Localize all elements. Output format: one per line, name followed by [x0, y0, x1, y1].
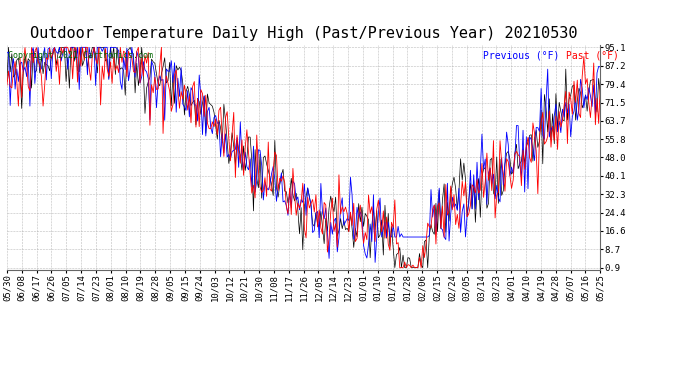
Text: Copyright 2021 Cartronics.com: Copyright 2021 Cartronics.com — [8, 51, 153, 60]
Text: Previous (°F): Previous (°F) — [483, 51, 560, 61]
Text: Past (°F): Past (°F) — [566, 51, 619, 61]
Text: Outdoor Temperature Daily High (Past/Previous Year) 20210530: Outdoor Temperature Daily High (Past/Pre… — [30, 26, 578, 41]
